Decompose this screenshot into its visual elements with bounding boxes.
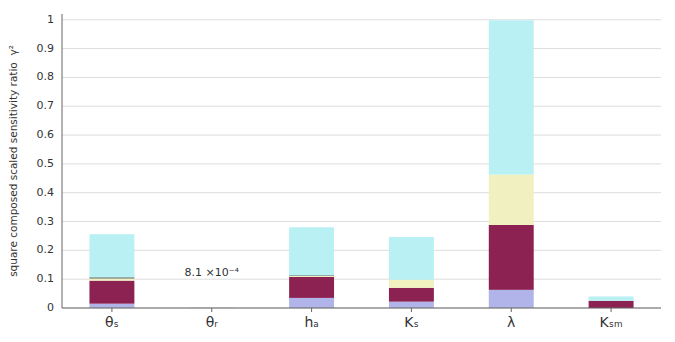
grid-line: [62, 135, 661, 136]
grid-line: [62, 279, 661, 280]
y-tick-label: 0.6: [37, 128, 55, 141]
y-axis-line: [62, 14, 63, 308]
x-tick-label: hₐ: [304, 314, 318, 330]
bar-segment: [89, 304, 134, 308]
bar-segment: [489, 225, 534, 290]
y-tick-label: 0.9: [37, 42, 55, 55]
y-tick-label: 0.1: [37, 272, 55, 285]
bars: [89, 20, 633, 308]
chart: 0 0.1 0.2 0.3 0.4 0.5 0.6 0.7 0.8 0.9 1 θₛ θᵣ hₐ Kₛ λ Kₛ…: [0, 0, 675, 342]
grid-line: [62, 77, 661, 78]
x-axis-line: [62, 308, 661, 309]
grid-line: [62, 221, 661, 222]
x-tick-label: Kₛₘ: [600, 314, 623, 330]
x-tick-label: λ: [507, 314, 515, 330]
x-tick: [411, 308, 412, 312]
bar-segment: [89, 234, 134, 277]
grid-line: [62, 19, 661, 20]
x-tick-label: θₛ: [105, 314, 119, 330]
bar-segment: [289, 227, 334, 275]
bar-segment: [289, 277, 334, 298]
bar-segment: [589, 301, 634, 308]
grid-line: [62, 192, 661, 193]
y-tick-label: 0: [47, 301, 54, 314]
grid-line: [62, 163, 661, 164]
x-tick: [311, 308, 312, 312]
bar-segment: [389, 302, 434, 308]
x-tick-label: θᵣ: [206, 314, 219, 330]
grid-line: [62, 308, 661, 309]
y-tick-label: 0.2: [37, 243, 55, 256]
annotation: 8.1 ×10⁻⁴: [185, 266, 240, 279]
bar-segment: [89, 278, 134, 280]
x-ticks: θₛ θᵣ hₐ Kₛ λ Kₛₘ: [105, 308, 623, 330]
y-axis-label: square composed scaled sensitivity ratio…: [7, 45, 19, 277]
y-tick-label: 0.4: [37, 186, 55, 199]
bar-segment: [289, 276, 334, 278]
bar-segment: [489, 20, 534, 174]
bar-segment: [289, 298, 334, 308]
y-tick-label: 0.7: [37, 99, 55, 112]
grid-line: [62, 250, 661, 251]
x-tick: [211, 308, 212, 312]
grid-line: [62, 48, 661, 49]
y-tick-label: 0.3: [37, 215, 55, 228]
y-tick-label: 0.5: [37, 157, 55, 170]
bar-segment: [489, 175, 534, 225]
bar-segment: [389, 288, 434, 302]
y-tick-label: 0.8: [37, 70, 55, 83]
y-ticks: 0 0.1 0.2 0.3 0.4 0.5 0.6 0.7 0.8 0.9 1: [37, 13, 55, 314]
bar-segment: [489, 290, 534, 308]
grid-line: [62, 106, 661, 107]
x-tick-label: Kₛ: [404, 314, 418, 330]
y-tick-label: 1: [47, 13, 54, 26]
x-tick: [511, 308, 512, 312]
x-tick: [611, 308, 612, 312]
bar-segment: [589, 296, 634, 300]
x-tick: [111, 308, 112, 312]
bar-segment: [89, 281, 134, 304]
bar-segment: [389, 237, 434, 280]
chart-container: 0 0.1 0.2 0.3 0.4 0.5 0.6 0.7 0.8 0.9 1 θₛ θᵣ hₐ Kₛ λ Kₛ…: [0, 0, 675, 342]
bar-segment: [389, 280, 434, 288]
grid: [62, 20, 661, 308]
